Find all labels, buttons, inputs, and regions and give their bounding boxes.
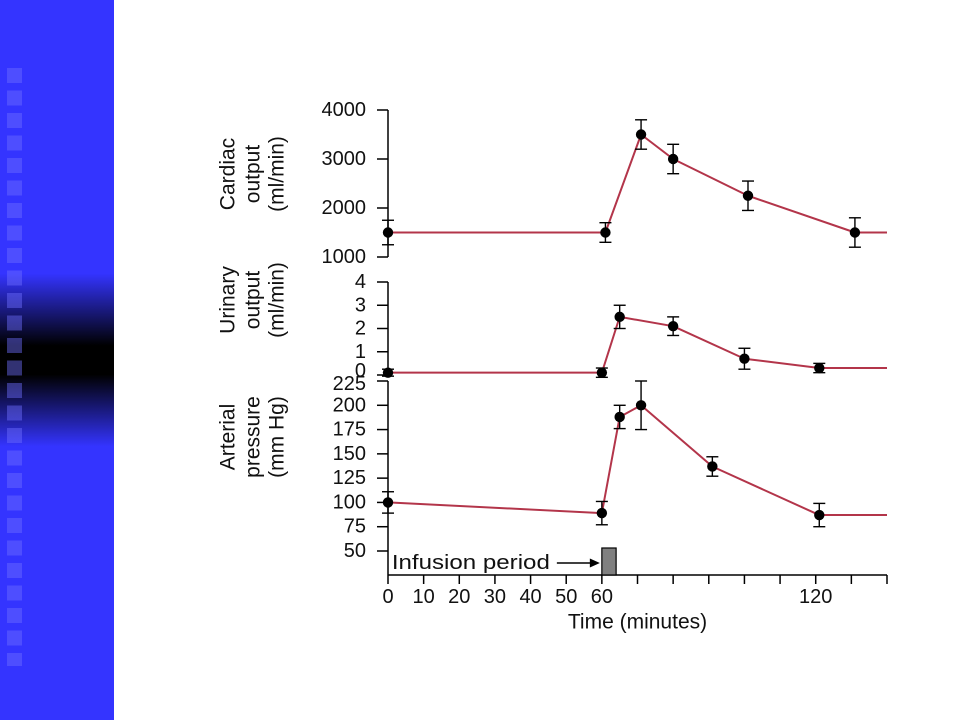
data-point [614,311,625,323]
x-tick-label: 30 [484,586,506,608]
data-point [849,227,861,238]
y-axis-label-line: (ml/min) [266,262,289,338]
infusion-arrow-head [589,558,600,568]
y-tick-label: 225 [333,373,366,395]
y-tick-label: 2000 [322,197,367,219]
y-axis-label-line: output [242,145,265,204]
infusion-period-label: Infusion period [392,552,550,574]
y-tick-label: 1 [355,341,366,363]
y-axis-label-line: Urinary [217,266,240,334]
series-line [387,404,887,517]
data-point [600,227,611,238]
data-point [635,129,647,140]
x-tick-label: 60 [591,586,613,608]
y-axis-label-line: (ml/min) [266,136,289,212]
y-tick-label: 4 [355,271,366,293]
infusion-period-bar [601,547,617,576]
x-tick-label: 50 [555,586,577,608]
slide-sidebar [0,0,114,720]
data-point [814,509,825,521]
y-axis-label-line: Arterial [217,404,240,471]
x-tick-label: 20 [448,586,470,608]
sidebar-square-pattern [7,68,22,666]
series-line [388,315,887,374]
x-tick-label: 0 [382,586,393,608]
y-axis-label-line: pressure [242,396,265,478]
data-point [667,153,679,165]
data-point [382,497,394,508]
data-point [382,227,394,238]
y-tick-label: 200 [333,394,366,416]
chart-panel-1: 1000 2000 3000 4000 Cardiac output (ml/min) [217,99,887,268]
y-tick-label: 75 [344,516,366,538]
data-point [614,411,625,423]
data-point [739,353,750,364]
data-point [814,362,825,374]
x-tick-label: 40 [519,586,541,608]
data-point [596,367,608,378]
y-tick-label: 4000 [322,99,367,121]
y-tick-label: 125 [333,467,366,489]
y-tick-label: 100 [333,491,366,513]
y-tick-label: 2 [355,318,366,340]
y-axis-label-line: output [242,271,265,330]
data-point [742,190,754,201]
x-axis-label: Time (minutes) [568,611,707,634]
x-tick-label: 10 [413,586,435,608]
y-tick-label: 3 [355,294,366,316]
y-tick-label: 150 [333,443,366,465]
y-axis-label-line: (mm Hg) [266,396,289,478]
y-tick-label: 0 [355,360,366,382]
data-point [707,461,718,472]
x-tick-label: 120 [799,586,832,608]
y-tick-label: 1000 [322,246,367,268]
data-point [635,400,647,411]
data-point [667,320,679,332]
y-tick-label: 50 [344,540,366,562]
y-tick-label: 3000 [322,148,367,170]
data-point [382,367,394,378]
data-point [596,507,608,519]
y-tick-label: 175 [333,419,366,441]
y-axis-label-line: Cardiac [217,138,240,210]
